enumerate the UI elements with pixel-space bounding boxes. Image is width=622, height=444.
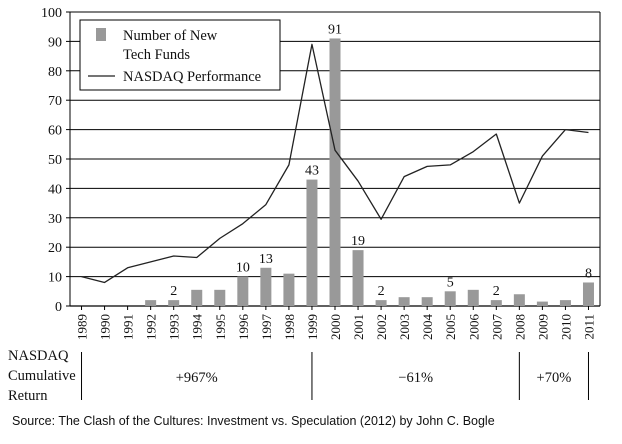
y-tick-label: 100: [41, 6, 62, 21]
x-tick-label: 2008: [512, 314, 527, 340]
data-label: 2: [493, 284, 500, 299]
bar: [398, 297, 410, 306]
x-tick-label: 2011: [581, 314, 596, 340]
x-tick-label: 1991: [121, 314, 136, 340]
x-tick-label: 2003: [397, 314, 412, 340]
x-tick-label: 1998: [282, 314, 297, 340]
x-tick-label: 1994: [190, 314, 205, 341]
bar: [490, 300, 502, 306]
data-label: 5: [447, 275, 454, 290]
y-tick-label: 10: [48, 271, 62, 286]
data-label: 2: [170, 284, 177, 299]
data-label: 43: [305, 164, 319, 179]
legend-box: [79, 19, 281, 91]
data-label: 8: [585, 266, 592, 281]
bar: [513, 294, 525, 306]
data-label: 10: [236, 261, 250, 276]
cumulative-return-value: +70%: [537, 370, 572, 386]
data-label: 2: [378, 284, 385, 299]
bar: [467, 289, 479, 306]
y-tick-label: 0: [55, 300, 62, 315]
bar: [237, 276, 249, 306]
data-label: 91: [328, 22, 342, 37]
y-tick-label: 80: [48, 65, 62, 80]
x-tick-label: 1996: [236, 314, 251, 341]
cumulative-label: Return: [8, 388, 48, 404]
data-label: 19: [351, 234, 365, 249]
y-tick-label: 40: [48, 182, 62, 197]
bar: [191, 289, 203, 306]
legend-bar-label: Number of New: [123, 28, 218, 44]
x-tick-label: 1997: [259, 314, 274, 341]
cumulative-return-value: +967%: [176, 370, 218, 386]
x-tick-label: 2000: [328, 314, 343, 340]
nasdaq-line: [81, 43, 589, 284]
bar: [421, 297, 433, 306]
y-tick-label: 90: [48, 35, 62, 50]
x-tick-label: 1993: [167, 314, 182, 340]
y-tick-label: 50: [48, 153, 62, 168]
bar: [145, 300, 157, 306]
legend-bar-label: Tech Funds: [123, 47, 190, 63]
source-note: Source: The Clash of the Cultures: Inves…: [12, 414, 495, 428]
bar: [260, 267, 272, 306]
x-tick-label: 1992: [144, 314, 159, 340]
y-tick-label: 60: [48, 124, 62, 139]
legend-bar-swatch: [96, 28, 106, 41]
y-tick-label: 30: [48, 212, 62, 227]
bar: [306, 179, 318, 306]
y-tick-label: 20: [48, 241, 62, 256]
bar: [352, 250, 364, 306]
bar: [168, 300, 180, 306]
bar: [559, 300, 571, 306]
x-tick-label: 2005: [443, 314, 458, 340]
bar: [283, 273, 295, 306]
x-tick-label: 1990: [98, 314, 113, 340]
bar: [582, 282, 594, 306]
x-tick-label: 2007: [489, 314, 504, 341]
data-label: 13: [259, 252, 273, 267]
x-tick-label: 2001: [351, 314, 366, 340]
legend-line-label: NASDAQ Performance: [123, 69, 261, 85]
bar: [444, 291, 456, 306]
x-tick-label: 2004: [420, 314, 435, 341]
x-tick-label: 1995: [213, 314, 228, 340]
x-tick-label: 2010: [558, 314, 573, 340]
y-tick-label: 70: [48, 94, 62, 109]
bar: [329, 38, 341, 307]
x-tick-label: 2002: [374, 314, 389, 340]
bar: [214, 289, 226, 306]
cumulative-label: Cumulative: [8, 368, 76, 384]
cumulative-return-value: −61%: [398, 370, 433, 386]
x-tick-label: 1999: [305, 314, 320, 340]
cumulative-label: NASDAQ: [8, 348, 69, 364]
x-tick-label: 2009: [535, 314, 550, 340]
bar: [375, 300, 387, 306]
bar: [536, 301, 548, 306]
x-tick-label: 1989: [75, 314, 90, 340]
x-tick-label: 2006: [466, 314, 481, 341]
